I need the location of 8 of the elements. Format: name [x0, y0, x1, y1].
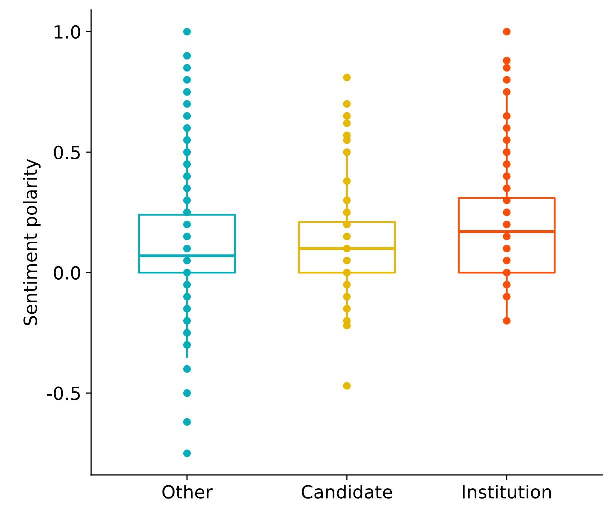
y-axis-title: Sentiment polarity [23, 159, 41, 326]
y-tick-label: 0.0 [54, 266, 80, 280]
x-tick-label: Institution [463, 484, 552, 499]
y-tick-label: -0.5 [47, 386, 80, 400]
x-tick-label: Candidate [302, 484, 392, 499]
y-tick-label: 0.5 [54, 146, 80, 160]
y-tick-label: 1.0 [54, 25, 80, 40]
x-tick-label: Other [162, 484, 213, 499]
